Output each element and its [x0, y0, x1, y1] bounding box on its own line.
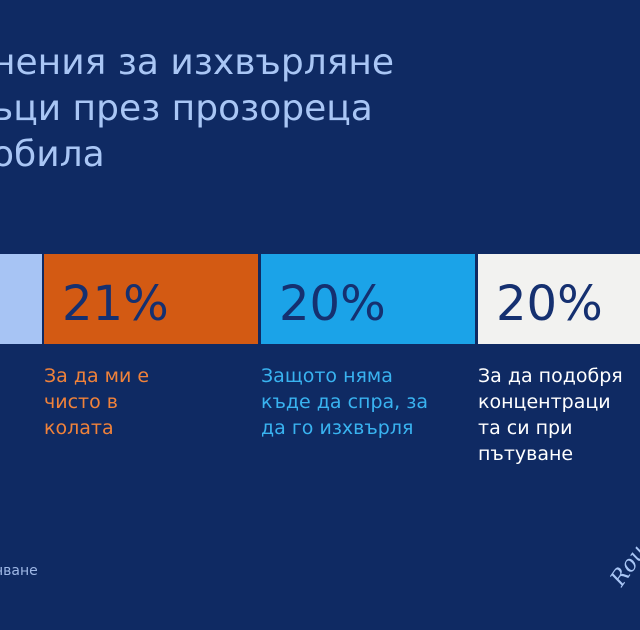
bar-segment-2 — [44, 254, 258, 344]
category-label-2-line-3: колата — [44, 417, 114, 439]
bar-segment-3 — [261, 254, 475, 344]
value-label-2: 21% — [62, 276, 169, 332]
bar-segment-1 — [0, 254, 42, 344]
category-label-2-line-1: За да ми е — [44, 365, 149, 387]
bar-segment-4 — [478, 254, 640, 344]
category-label-3-line-1: Защото няма — [261, 365, 393, 387]
category-label-4-line-3: та си при — [478, 417, 572, 439]
chart-title: нения за изхвърляне ьци през прозореца о… — [0, 40, 640, 178]
title-line-3: обила — [0, 134, 105, 175]
category-label-4-line-2: концентраци — [478, 391, 611, 413]
value-label-3: 20% — [279, 276, 386, 332]
category-label-3-line-3: да го изхвърля — [261, 417, 413, 439]
value-label-4: 20% — [496, 276, 603, 332]
category-label-2-line-2: чисто в — [44, 391, 118, 413]
category-label-4-line-4: пътуване — [478, 443, 573, 465]
source-footer: нване — [0, 563, 38, 579]
category-label-4-line-1: За да подобря — [478, 365, 623, 387]
category-label-3-line-2: къде да спра, за — [261, 391, 428, 413]
title-line-2: ьци през прозореца — [0, 88, 373, 129]
title-line-1: нения за изхвърляне — [0, 42, 395, 83]
